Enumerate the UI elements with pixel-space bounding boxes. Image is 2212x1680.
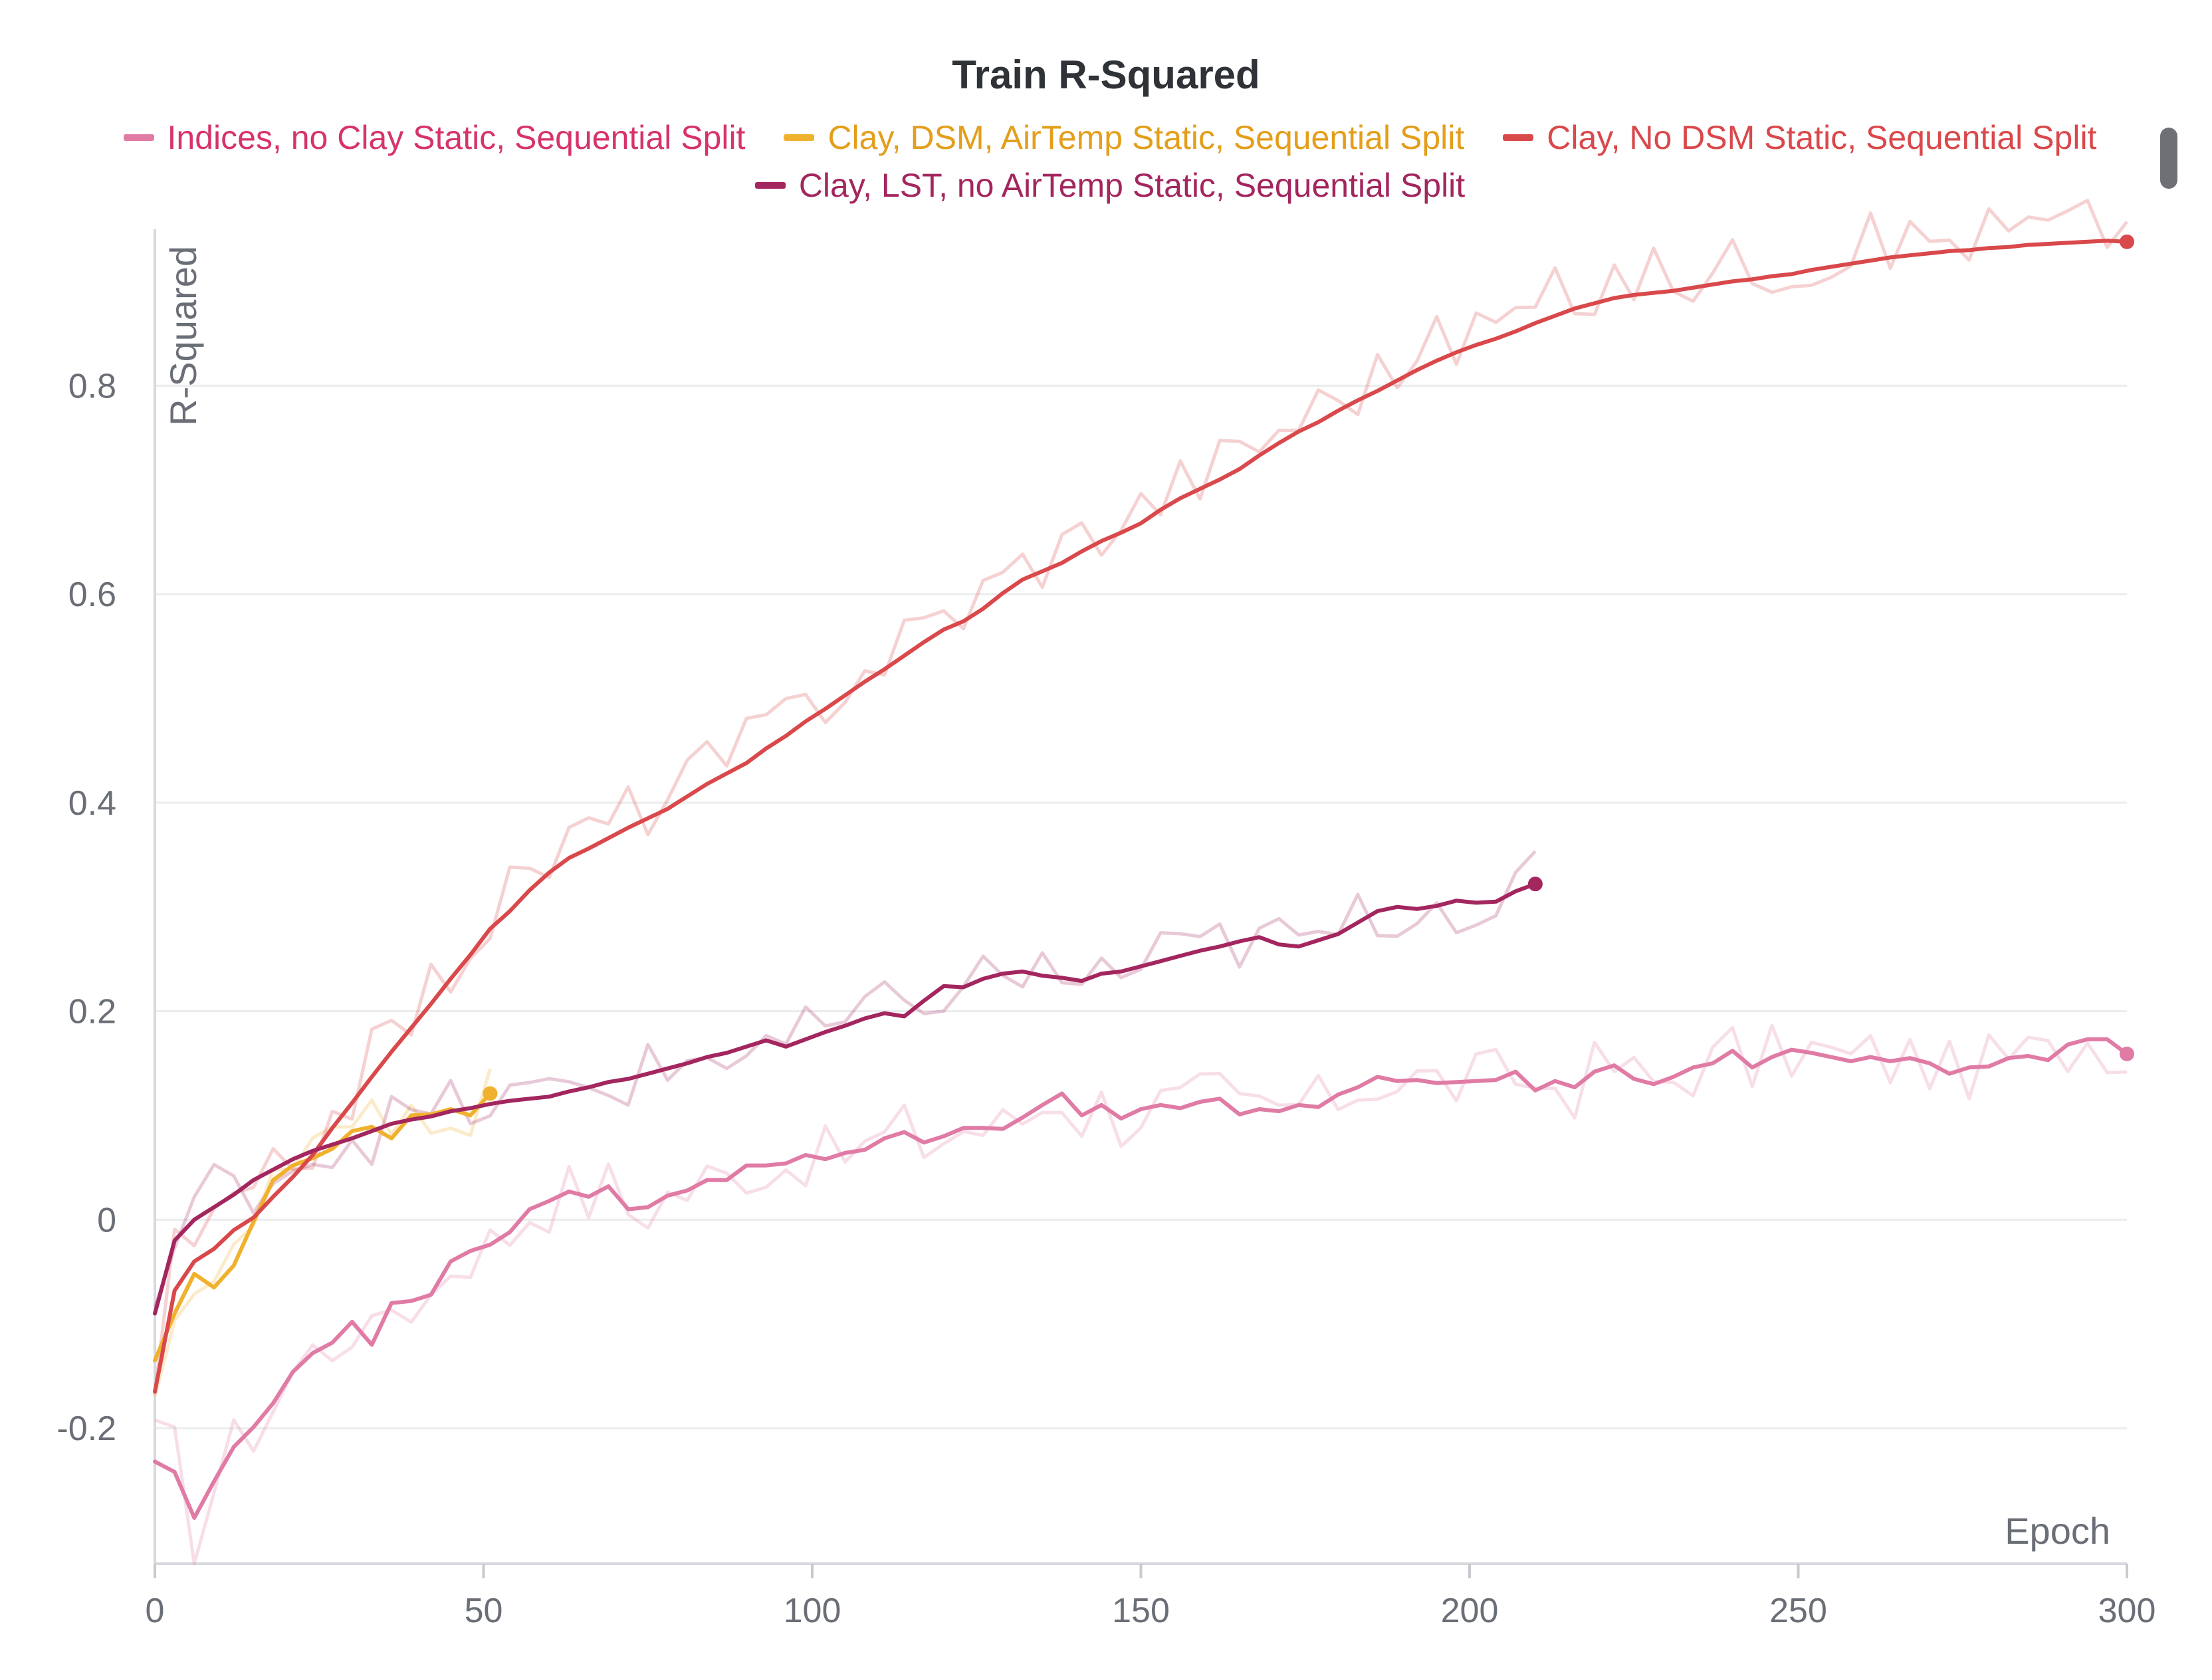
legend-scroll-handle[interactable] bbox=[2160, 128, 2177, 189]
legend-label: Clay, LST, no AirTemp Static, Sequential… bbox=[798, 167, 1466, 204]
legend-item-clay-lst-no-airtemp[interactable]: Clay, LST, no AirTemp Static, Sequential… bbox=[754, 164, 1466, 207]
series-end-point[interactable] bbox=[2120, 1046, 2134, 1061]
x-tick-label: 0 bbox=[146, 1592, 165, 1630]
axes bbox=[154, 229, 2127, 1565]
legend-item-clay-dsm-airtemp[interactable]: Clay, DSM, AirTemp Static, Sequential Sp… bbox=[784, 116, 1464, 159]
x-tick-label: 100 bbox=[784, 1592, 841, 1630]
x-tick-label: 150 bbox=[1112, 1592, 1170, 1630]
y-tick-label: 0.6 bbox=[68, 576, 116, 614]
legend: Indices, no Clay Static, Sequential Spli… bbox=[53, 116, 2167, 207]
series-raw-line bbox=[154, 1023, 2128, 1566]
x-axis-title: Epoch bbox=[2005, 1510, 2110, 1552]
x-tick-label: 300 bbox=[2098, 1592, 2156, 1630]
legend-swatch-icon bbox=[754, 182, 786, 189]
x-tick-label: 50 bbox=[465, 1592, 503, 1630]
series-line[interactable] bbox=[153, 1037, 2129, 1520]
series-raw-line bbox=[153, 199, 2128, 1394]
y-tick-label: 0.4 bbox=[68, 784, 116, 823]
y-tick-label: 0.2 bbox=[68, 993, 116, 1031]
y-tick-label: 0.8 bbox=[68, 367, 116, 405]
chart-title: Train R-Squared bbox=[952, 52, 1260, 97]
legend-label: Clay, DSM, AirTemp Static, Sequential Sp… bbox=[828, 119, 1465, 156]
series-end-point[interactable] bbox=[2120, 234, 2134, 249]
x-tick-label: 200 bbox=[1441, 1592, 1499, 1630]
x-tick-label: 250 bbox=[1769, 1592, 1827, 1630]
y-tick-label: 0 bbox=[97, 1201, 116, 1239]
y-tick-label: -0.2 bbox=[56, 1410, 116, 1448]
legend-label: Clay, No DSM Static, Sequential Split bbox=[1547, 119, 2097, 156]
legend-swatch-icon bbox=[123, 134, 154, 141]
legend-item-clay-no-dsm[interactable]: Clay, No DSM Static, Sequential Split bbox=[1503, 116, 2096, 159]
series-line[interactable] bbox=[153, 1091, 493, 1363]
grid-lines bbox=[155, 384, 2127, 1429]
legend-swatch-icon bbox=[784, 134, 815, 141]
series-end-point[interactable] bbox=[483, 1086, 498, 1101]
y-axis-title: R-Squared bbox=[162, 246, 204, 426]
legend-label: Indices, no Clay Static, Sequential Spli… bbox=[167, 119, 746, 156]
series-end-point[interactable] bbox=[1527, 877, 1543, 892]
tick-labels: -0.2 0 0.2 0.4 0.6 0.8 0 50 100 150 200 250 300 bbox=[56, 367, 2156, 1630]
legend-swatch-icon bbox=[1503, 134, 1534, 141]
series-line[interactable] bbox=[153, 239, 2129, 1394]
series-lines bbox=[153, 199, 2134, 1566]
series-raw-line bbox=[153, 850, 1537, 1308]
series-line[interactable] bbox=[153, 882, 1537, 1316]
legend-item-indices-no-clay[interactable]: Indices, no Clay Static, Sequential Spli… bbox=[123, 116, 746, 159]
